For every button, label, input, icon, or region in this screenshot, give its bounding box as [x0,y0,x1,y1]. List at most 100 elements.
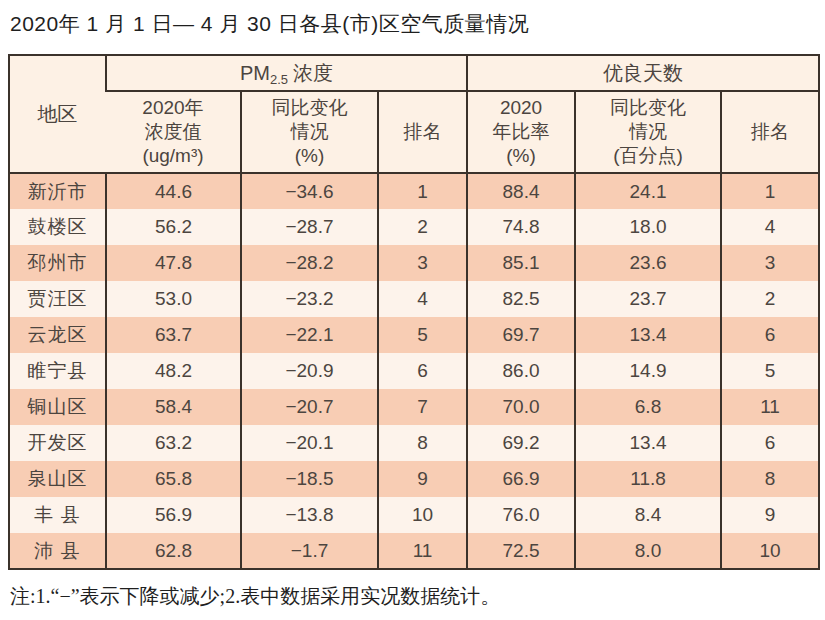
column-header-gd-change: 同比变化 情况 (百分点) [575,91,721,173]
gd-rate-cell: 76.0 [467,497,575,533]
column-header-pm-change: 同比变化 情况 (%) [241,91,378,173]
pm-change-cell: −28.2 [241,245,378,281]
pm-rank-cell: 3 [378,245,467,281]
pm-change-cell: −28.7 [241,209,378,245]
pm-rank-cell: 7 [378,389,467,425]
gd-rank-cell: 1 [721,173,819,209]
gd-change-cell: 13.4 [575,425,721,461]
pm-rank-cell: 10 [378,497,467,533]
pm-value-cell: 47.8 [106,245,241,281]
pm-change-cell: −20.7 [241,389,378,425]
gd-rank-cell: 4 [721,209,819,245]
table-row: 云龙区 63.7 −22.1 5 69.7 13.4 6 [9,317,819,353]
region-cell: 睢宁县 [9,353,106,389]
gd-change-cell: 23.7 [575,281,721,317]
gd-rank-cell: 11 [721,389,819,425]
table-row: 丰 县 56.9 −13.8 10 76.0 8.4 9 [9,497,819,533]
table-row: 铜山区 58.4 −20.7 7 70.0 6.8 11 [9,389,819,425]
gd-rank-cell: 9 [721,497,819,533]
pm-change-cell: −18.5 [241,461,378,497]
pm-value-cell: 44.6 [106,173,241,209]
page-title: 2020年 1 月 1 日— 4 月 30 日各县(市)区空气质量情况 [10,10,825,38]
pm-rank-cell: 4 [378,281,467,317]
gd-change-cell: 8.4 [575,497,721,533]
region-cell: 邳州市 [9,245,106,281]
gd-rank-cell: 3 [721,245,819,281]
gd-rate-cell: 70.0 [467,389,575,425]
region-cell: 贾汪区 [9,281,106,317]
pm25-label-subscript: 2.5 [270,72,288,87]
pm-rank-cell: 5 [378,317,467,353]
region-cell: 铜山区 [9,389,106,425]
region-cell: 丰 县 [9,497,106,533]
column-group-pm25: PM2.5 浓度 [106,55,467,91]
pm-rank-cell: 2 [378,209,467,245]
table-row: 开发区 63.2 −20.1 8 69.2 13.4 6 [9,425,819,461]
page: 2020年 1 月 1 日— 4 月 30 日各县(市)区空气质量情况 地区 P… [0,0,825,620]
group-header-row: 地区 PM2.5浓度 优良天数 [9,55,819,91]
gd-change-cell: 6.8 [575,389,721,425]
pm-change-cell: −20.1 [241,425,378,461]
sub-header-row: 2020年 浓度值 (ug/m³) 同比变化 情况 (%) 排名 2020 年比… [9,91,819,173]
pm-value-cell: 63.7 [106,317,241,353]
gd-rate-cell: 85.1 [467,245,575,281]
table-row: 新沂市 44.6 −34.6 1 88.4 24.1 1 [9,173,819,209]
pm-change-cell: −20.9 [241,353,378,389]
pm-rank-cell: 9 [378,461,467,497]
region-cell: 泉山区 [9,461,106,497]
gd-change-cell: 8.0 [575,533,721,569]
pm-value-cell: 56.2 [106,209,241,245]
gd-change-cell: 11.8 [575,461,721,497]
gd-rate-cell: 72.5 [467,533,575,569]
gd-rank-cell: 5 [721,353,819,389]
gd-rate-cell: 86.0 [467,353,575,389]
column-header-pm-rank: 排名 [378,91,467,173]
table-row: 邳州市 47.8 −28.2 3 85.1 23.6 3 [9,245,819,281]
region-cell: 鼓楼区 [9,209,106,245]
pm-value-cell: 48.2 [106,353,241,389]
pm-rank-cell: 11 [378,533,467,569]
pm-change-cell: −22.1 [241,317,378,353]
pm-value-cell: 53.0 [106,281,241,317]
gd-change-cell: 23.6 [575,245,721,281]
gd-change-cell: 13.4 [575,317,721,353]
table-body: 新沂市 44.6 −34.6 1 88.4 24.1 1 鼓楼区 56.2 −2… [9,173,819,569]
table-row: 鼓楼区 56.2 −28.7 2 74.8 18.0 4 [9,209,819,245]
region-cell: 开发区 [9,425,106,461]
pm25-label-suffix: 浓度 [293,62,333,84]
pm-rank-cell: 1 [378,173,467,209]
air-quality-table: 地区 PM2.5 浓度 优良天数 2020年 浓度值 (ug/m³) 同比变化 情… [8,54,820,570]
gd-rate-cell: 88.4 [467,173,575,209]
gd-rate-cell: 66.9 [467,461,575,497]
gd-change-cell: 24.1 [575,173,721,209]
region-cell: 新沂市 [9,173,106,209]
pm-rank-cell: 8 [378,425,467,461]
column-header-gd-rate: 2020 年比率 (%) [467,91,575,173]
column-group-good-days: 优良天数 [467,55,819,91]
pm25-label-prefix: PM [240,62,270,84]
gd-rank-cell: 10 [721,533,819,569]
table-header: 地区 PM2.5 浓度 优良天数 2020年 浓度值 (ug/m³) 同比变化 情… [9,55,819,173]
gd-change-cell: 14.9 [575,353,721,389]
gd-change-cell: 18.0 [575,209,721,245]
pm-value-cell: 58.4 [106,389,241,425]
gd-rate-cell: 82.5 [467,281,575,317]
pm-value-cell: 62.8 [106,533,241,569]
column-header-pm-value: 2020年 浓度值 (ug/m³) [106,91,241,173]
pm-change-cell: −1.7 [241,533,378,569]
gd-rank-cell: 6 [721,425,819,461]
table-row: 泉山区 65.8 −18.5 9 66.9 11.8 8 [9,461,819,497]
column-header-gd-rank: 排名 [721,91,819,173]
gd-rank-cell: 2 [721,281,819,317]
region-cell: 云龙区 [9,317,106,353]
gd-rank-cell: 6 [721,317,819,353]
pm-value-cell: 63.2 [106,425,241,461]
gd-rank-cell: 8 [721,461,819,497]
pm-change-cell: −13.8 [241,497,378,533]
column-header-region: 地区 [9,55,106,173]
gd-rate-cell: 74.8 [467,209,575,245]
pm-change-cell: −34.6 [241,173,378,209]
table-row: 睢宁县 48.2 −20.9 6 86.0 14.9 5 [9,353,819,389]
pm-value-cell: 56.9 [106,497,241,533]
region-cell: 沛 县 [9,533,106,569]
